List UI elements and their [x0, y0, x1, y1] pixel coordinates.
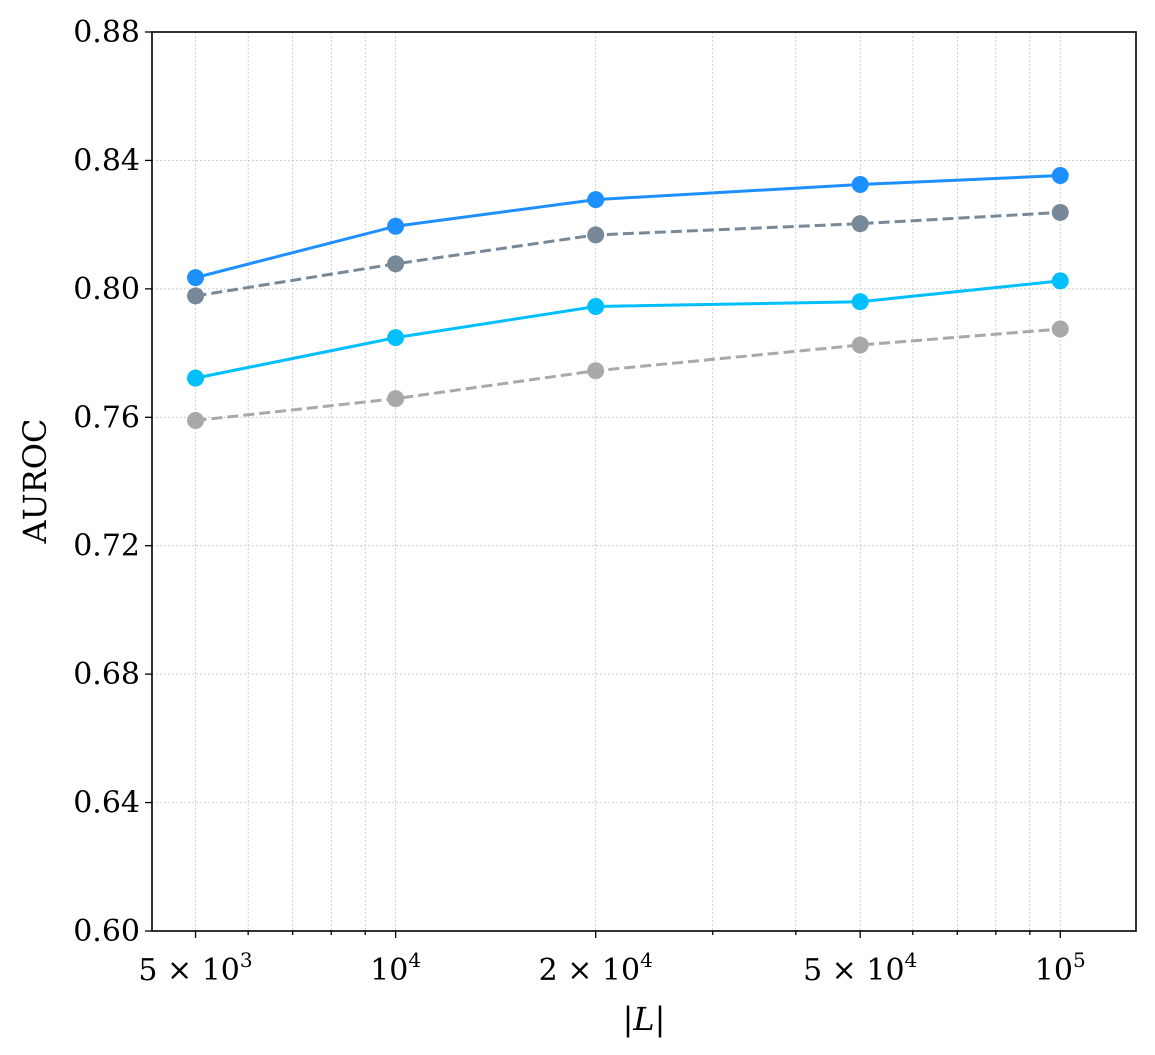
data-point	[387, 329, 405, 347]
data-point	[1051, 167, 1069, 185]
data-point	[1051, 272, 1069, 290]
y-tick-label: 0.88	[73, 15, 140, 50]
x-tick-label: 5 × 103	[138, 948, 252, 988]
data-point	[387, 390, 405, 408]
y-axis-label: AUROC	[16, 419, 54, 545]
data-point	[187, 411, 205, 429]
data-point	[851, 176, 869, 194]
data-point	[587, 362, 605, 380]
series-line	[195, 174, 1061, 280]
x-tick-label: 5 × 104	[803, 948, 917, 988]
data-point	[187, 369, 205, 387]
series-line	[195, 210, 1061, 298]
series-line	[195, 327, 1061, 422]
data-point	[587, 298, 605, 316]
data-point	[187, 269, 205, 287]
x-axis-label: |L|	[623, 1000, 666, 1038]
x-tick-label: 105	[1035, 948, 1086, 988]
data-point	[851, 215, 869, 233]
grid-layer	[152, 32, 1136, 931]
data-point	[1051, 203, 1069, 221]
y-tick-label: 0.68	[73, 657, 140, 692]
y-tick-label: 0.80	[73, 272, 140, 307]
data-point	[851, 293, 869, 311]
series-series-1	[187, 167, 1069, 287]
y-tick-label: 0.72	[73, 529, 140, 564]
data-point	[387, 255, 405, 273]
data-point	[1051, 320, 1069, 338]
series-line	[195, 279, 1061, 380]
data-point	[587, 226, 605, 244]
data-point	[187, 287, 205, 305]
series-layer	[187, 167, 1069, 429]
plot-frame	[151, 31, 1137, 932]
y-tick-label: 0.76	[73, 400, 140, 435]
data-point	[387, 217, 405, 235]
y-tick-label: 0.84	[73, 143, 140, 178]
series-series-3	[187, 272, 1069, 387]
data-point	[587, 191, 605, 209]
x-tick-label: 104	[370, 948, 421, 988]
y-tick-label: 0.64	[73, 786, 140, 821]
tick-layer: 0.60 0.64 0.68 0.72 0.76 0.80 0.84 0.88 5 × 103 1…	[73, 15, 1086, 988]
y-tick-label: 0.60	[73, 914, 140, 949]
data-point	[851, 336, 869, 354]
series-series-4	[187, 320, 1069, 429]
x-tick-label: 2 × 104	[539, 948, 653, 988]
series-series-2	[187, 203, 1069, 305]
